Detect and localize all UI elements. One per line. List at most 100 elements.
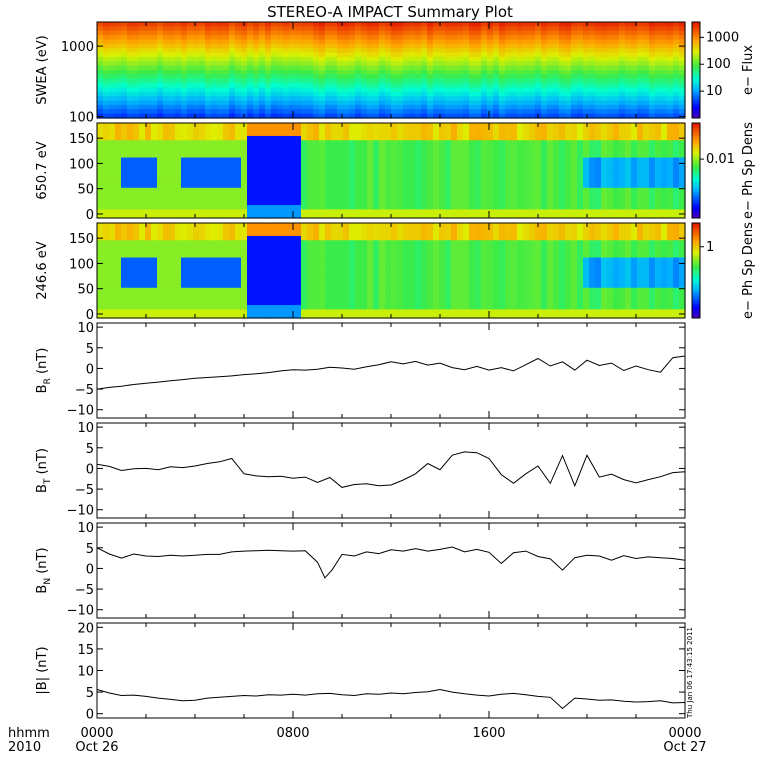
heatmap-cell bbox=[241, 61, 248, 67]
heatmap-cell bbox=[679, 127, 686, 133]
heatmap-cell bbox=[211, 257, 218, 263]
heatmap-cell bbox=[337, 131, 344, 137]
heatmap-cell bbox=[151, 96, 158, 102]
heatmap-cell bbox=[451, 83, 458, 89]
heatmap-cell bbox=[157, 131, 164, 137]
heatmap-cell bbox=[241, 205, 248, 210]
heatmap-cell bbox=[337, 78, 344, 84]
heatmap-cell bbox=[499, 39, 506, 45]
heatmap-cell bbox=[391, 179, 398, 185]
heatmap-cell bbox=[613, 209, 620, 215]
heatmap-cell bbox=[307, 179, 314, 185]
heatmap-cell bbox=[433, 87, 440, 93]
heatmap-cell bbox=[133, 30, 140, 36]
heatmap-cell bbox=[655, 174, 662, 180]
heatmap-cell bbox=[427, 22, 434, 27]
heatmap-cell bbox=[205, 248, 212, 254]
heatmap-cell bbox=[247, 192, 254, 198]
heatmap-cell bbox=[205, 205, 212, 210]
heatmap-cell bbox=[631, 22, 638, 27]
heatmap-cell bbox=[391, 148, 398, 154]
heatmap-cell bbox=[355, 113, 362, 119]
heatmap-cell bbox=[637, 166, 644, 172]
heatmap-cell bbox=[247, 179, 254, 185]
heatmap-cell bbox=[115, 104, 122, 110]
heatmap-cell bbox=[115, 174, 122, 180]
heatmap-cell bbox=[595, 65, 602, 71]
heatmap-cell bbox=[379, 140, 386, 146]
heatmap-cell bbox=[559, 131, 566, 137]
heatmap-cell bbox=[127, 192, 134, 198]
heatmap-cell bbox=[355, 83, 362, 89]
heatmap-cell bbox=[139, 309, 146, 315]
heatmap-cell bbox=[427, 213, 434, 219]
heatmap-cell bbox=[181, 161, 188, 167]
heatmap-cell bbox=[199, 213, 206, 219]
colorbar-swatch bbox=[692, 98, 700, 102]
heatmap-cell bbox=[193, 223, 200, 228]
heatmap-cell bbox=[373, 35, 380, 41]
heatmap-cell bbox=[313, 205, 320, 210]
heatmap-cell bbox=[607, 70, 614, 75]
heatmap-cell bbox=[379, 170, 386, 176]
heatmap-cell bbox=[385, 131, 392, 137]
heatmap-cell bbox=[109, 274, 116, 280]
heatmap-cell bbox=[181, 309, 188, 315]
heatmap-cell bbox=[463, 70, 470, 75]
heatmap-cell bbox=[577, 161, 584, 167]
heatmap-cell bbox=[229, 248, 236, 254]
heatmap-cell bbox=[127, 153, 134, 159]
heatmap-cell bbox=[385, 39, 392, 45]
heatmap-cell bbox=[667, 166, 674, 172]
heatmap-cell bbox=[187, 144, 194, 150]
heatmap-cell bbox=[295, 48, 302, 54]
heatmap-cell bbox=[421, 131, 428, 137]
heatmap-cell bbox=[553, 48, 560, 54]
colorbar-swatch bbox=[692, 43, 700, 47]
heatmap-cell bbox=[277, 87, 284, 93]
heatmap-cell bbox=[217, 65, 224, 71]
heatmap-cell bbox=[559, 192, 566, 198]
heatmap-cell bbox=[331, 170, 338, 176]
heatmap-cell bbox=[199, 161, 206, 167]
heatmap-cell bbox=[229, 292, 236, 298]
heatmap-cell bbox=[223, 300, 230, 306]
heatmap-cell bbox=[301, 48, 308, 54]
heatmap-cell bbox=[199, 65, 206, 71]
heatmap-cell bbox=[121, 313, 128, 319]
heatmap-cell bbox=[349, 187, 356, 193]
heatmap-cell bbox=[355, 39, 362, 45]
heatmap-cell bbox=[547, 148, 554, 154]
heatmap-cell bbox=[409, 78, 416, 84]
heatmap-cell bbox=[175, 174, 182, 180]
heatmap-cell bbox=[163, 123, 170, 128]
heatmap-cell bbox=[331, 200, 338, 206]
heatmap-cell bbox=[115, 283, 122, 289]
heatmap-cell bbox=[217, 83, 224, 89]
heatmap-cell bbox=[493, 200, 500, 206]
heatmap-cell bbox=[577, 187, 584, 193]
heatmap-cell bbox=[475, 100, 482, 106]
heatmap-cell bbox=[193, 100, 200, 106]
heatmap-cell bbox=[433, 174, 440, 180]
heatmap-cell bbox=[655, 213, 662, 219]
heatmap-cell bbox=[133, 213, 140, 219]
heatmap-cell bbox=[307, 157, 314, 163]
heatmap-cell bbox=[649, 74, 656, 80]
heatmap-cell bbox=[211, 248, 218, 254]
heatmap-cell bbox=[157, 83, 164, 89]
heatmap-cell bbox=[313, 187, 320, 193]
colorbar-swatch bbox=[692, 46, 700, 49]
heatmap-cell bbox=[139, 48, 146, 54]
heatmap-cell bbox=[277, 179, 284, 185]
heatmap-cell bbox=[397, 35, 404, 41]
heatmap-cell bbox=[193, 148, 200, 154]
heatmap-cell bbox=[385, 148, 392, 154]
heatmap-cell bbox=[325, 30, 332, 36]
heatmap-cell bbox=[433, 209, 440, 215]
heatmap-cell bbox=[115, 253, 122, 259]
heatmap-cell bbox=[517, 153, 524, 159]
heatmap-cell bbox=[103, 261, 110, 267]
heatmap-cell bbox=[553, 170, 560, 176]
heatmap-cell bbox=[97, 300, 104, 306]
